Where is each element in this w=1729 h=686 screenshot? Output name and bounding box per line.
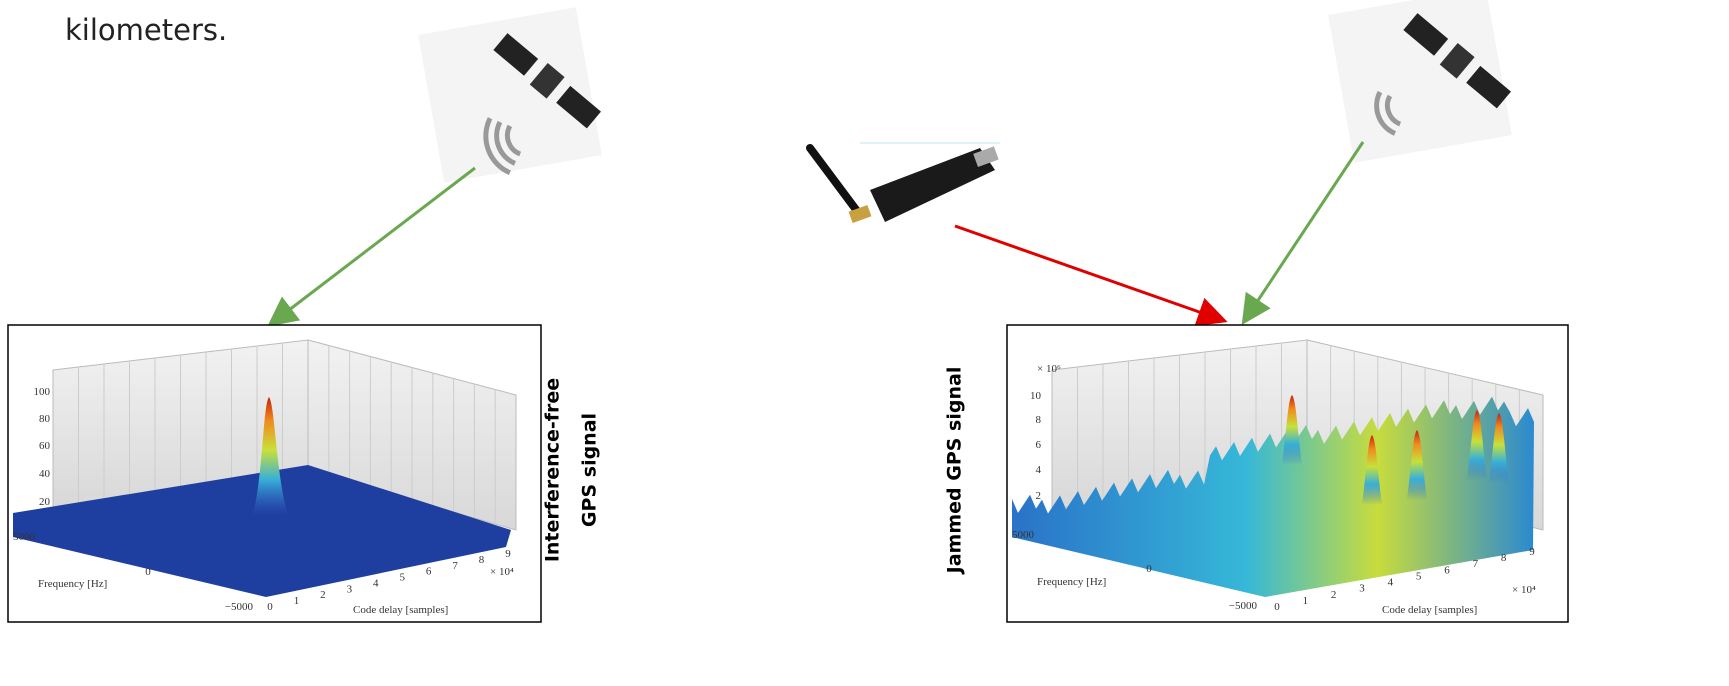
code-tick-label: 9 [1529,546,1535,558]
code-tick-label: 8 [1501,552,1507,564]
code-tick-label: 9 [505,548,511,560]
panel-caption: GPS signal [579,413,601,527]
code-tick-label: 4 [373,577,379,589]
z-tick-label: 10 [1030,390,1042,402]
code-tick-label: 7 [452,560,458,572]
code-tick-label: 6 [1444,564,1450,576]
panel-caption: Jammed GPS signal [944,367,966,576]
arrow [1245,142,1363,320]
freq-tick-label: 0 [145,566,151,578]
code-tick-label: 3 [1359,583,1365,595]
z-tick-label: 100 [34,386,51,398]
z-tick-label: 6 [1036,439,1042,451]
code-tick-label: 2 [1331,589,1337,601]
freq-label: Frequency [Hz] [38,578,107,590]
code-multiplier: × 10⁴ [490,566,514,578]
freq-label: Frequency [Hz] [1037,576,1106,588]
code-tick-label: 5 [1416,570,1422,582]
plot-image: 100 80 60 40 20 5000 0 −5000 Frequency [Hz] 0 1 2 3 4… [8,325,541,622]
z-tick-label: 40 [39,468,51,480]
satellite-icon [1328,0,1513,163]
z-tick-label: 2 [1036,490,1042,502]
code-tick-label: 3 [347,583,353,595]
satellite-icon [418,7,603,183]
plot-image: × 10⁶ 10 8 6 4 2 5000 0 −5000 Frequency [Hz] 0 1 2 3 4… [1007,325,1568,622]
code-tick-label: 1 [294,595,300,607]
intro-text: kilometers. [65,13,227,47]
arrow [272,168,475,323]
code-multiplier: × 10⁴ [1512,584,1536,596]
z-multiplier: × 10⁶ [1037,363,1061,375]
z-tick-label: 60 [39,440,51,452]
z-tick-label: 4 [1036,464,1042,476]
freq-tick-label: 5000 [1012,529,1035,541]
freq-tick-label: 0 [1146,563,1152,575]
arrow [955,226,1222,320]
z-tick-label: 8 [1036,414,1042,426]
z-tick-label: 20 [39,496,51,508]
code-tick-label: 2 [320,589,326,601]
code-tick-label: 1 [1303,595,1309,607]
code-tick-label: 4 [1388,577,1394,589]
code-tick-label: 6 [426,566,432,578]
code-tick-label: 8 [479,554,485,566]
code-tick-label: 0 [1274,601,1280,613]
freq-tick-label: −5000 [225,601,254,613]
code-label: Code delay [samples] [353,604,448,616]
code-tick-label: 7 [1473,558,1479,570]
slide: kilometers. Interference-free GPS signal 1… [0,0,1729,686]
freq-tick-label: −5000 [1229,600,1258,612]
freq-tick-label: 5000 [13,531,36,543]
code-tick-label: 0 [267,601,273,613]
code-label: Code delay [samples] [1382,604,1477,616]
z-tick-label: 80 [39,413,51,425]
code-tick-label: 5 [399,572,405,584]
jammer-icon [810,143,1000,223]
panel-caption: Interference-free [542,378,564,562]
